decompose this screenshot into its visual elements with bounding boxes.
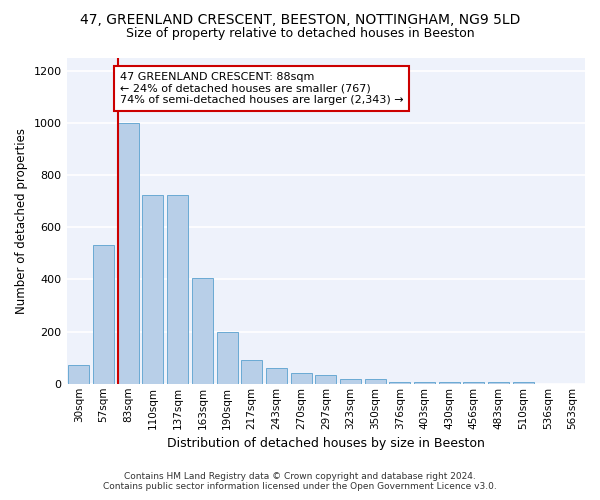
Bar — [142, 194, 163, 384]
Bar — [93, 246, 114, 384]
Text: 47, GREENLAND CRESCENT, BEESTON, NOTTINGHAM, NG9 5LD: 47, GREENLAND CRESCENT, BEESTON, NOTTING… — [80, 12, 520, 26]
Bar — [389, 382, 410, 384]
Bar — [118, 123, 139, 384]
Bar — [340, 379, 361, 384]
Bar — [463, 382, 484, 384]
Bar — [414, 382, 435, 384]
Bar — [488, 382, 509, 384]
Bar — [315, 376, 336, 384]
Bar — [68, 366, 89, 384]
Bar — [439, 382, 460, 384]
Bar — [290, 373, 311, 384]
Bar — [266, 368, 287, 384]
Text: 47 GREENLAND CRESCENT: 88sqm
← 24% of detached houses are smaller (767)
74% of s: 47 GREENLAND CRESCENT: 88sqm ← 24% of de… — [119, 72, 403, 105]
Bar — [167, 194, 188, 384]
X-axis label: Distribution of detached houses by size in Beeston: Distribution of detached houses by size … — [167, 437, 485, 450]
Text: Size of property relative to detached houses in Beeston: Size of property relative to detached ho… — [125, 28, 475, 40]
Bar — [241, 360, 262, 384]
Bar — [513, 382, 534, 384]
Text: Contains HM Land Registry data © Crown copyright and database right 2024.
Contai: Contains HM Land Registry data © Crown c… — [103, 472, 497, 491]
Bar — [217, 332, 238, 384]
Bar — [365, 379, 386, 384]
Y-axis label: Number of detached properties: Number of detached properties — [15, 128, 28, 314]
Bar — [192, 278, 213, 384]
